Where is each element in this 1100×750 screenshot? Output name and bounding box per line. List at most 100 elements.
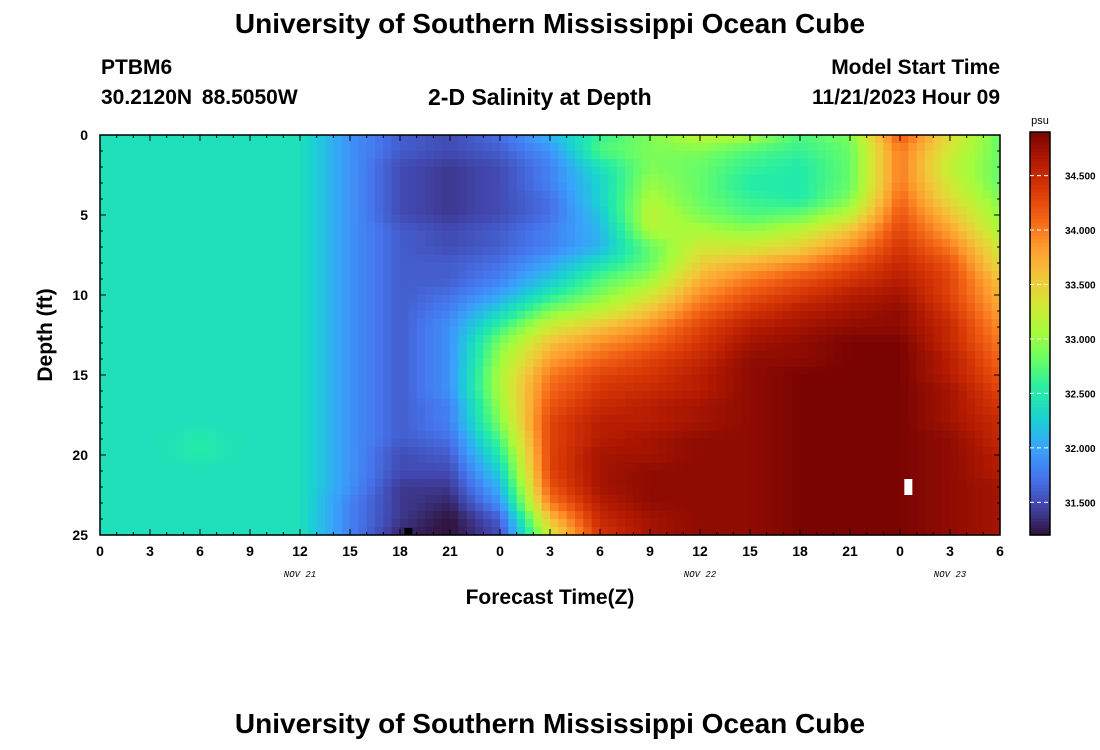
heatmap-cell — [191, 263, 201, 272]
heatmap-cell — [850, 343, 859, 352]
heatmap-cell — [866, 183, 876, 192]
heatmap-cell — [825, 191, 834, 200]
heatmap-cell — [425, 135, 434, 144]
heatmap-cell — [208, 143, 218, 152]
heatmap-cell — [891, 271, 901, 280]
heatmap-cell — [200, 503, 209, 512]
heatmap-cell — [975, 199, 984, 208]
heatmap-cell — [133, 351, 143, 360]
heatmap-cell — [683, 239, 693, 248]
heatmap-cell — [633, 207, 643, 216]
heatmap-cell — [750, 191, 759, 200]
heatmap-cell — [566, 367, 576, 376]
heatmap-cell — [433, 135, 443, 144]
heatmap-cell — [741, 239, 751, 248]
heatmap-cell — [616, 135, 626, 144]
heatmap-cell — [775, 159, 784, 168]
heatmap-cell — [941, 207, 951, 216]
heatmap-cell — [741, 423, 751, 432]
heatmap-cell — [600, 207, 609, 216]
heatmap-cell — [833, 295, 843, 304]
heatmap-cell — [516, 287, 526, 296]
heatmap-cell — [216, 191, 226, 200]
heatmap-cell — [975, 407, 984, 416]
heatmap-cell — [475, 359, 484, 368]
heatmap-cell — [341, 303, 351, 312]
heatmap-cell — [758, 247, 768, 256]
heatmap-cell — [508, 151, 518, 160]
heatmap-cell — [500, 239, 509, 248]
heatmap-cell — [175, 455, 184, 464]
heatmap-cell — [550, 447, 559, 456]
heatmap-cell — [625, 367, 634, 376]
heatmap-cell — [475, 399, 484, 408]
heatmap-cell — [658, 159, 668, 168]
heatmap-cell — [550, 215, 559, 224]
heatmap-cell — [833, 159, 843, 168]
heatmap-cell — [816, 167, 826, 176]
heatmap-cell — [800, 495, 809, 504]
heatmap-cell — [258, 327, 268, 336]
heatmap-cell — [408, 215, 418, 224]
heatmap-cell — [858, 263, 868, 272]
heatmap-cell — [925, 399, 934, 408]
heatmap-cell — [333, 471, 343, 480]
heatmap-cell — [983, 311, 993, 320]
heatmap-cell — [691, 391, 701, 400]
heatmap-cell — [366, 351, 376, 360]
heatmap-cell — [591, 423, 601, 432]
heatmap-cell — [166, 167, 176, 176]
heatmap-cell — [866, 343, 876, 352]
heatmap-cell — [516, 319, 526, 328]
heatmap-cell — [833, 175, 843, 184]
heatmap-cell — [725, 247, 734, 256]
heatmap-cell — [350, 375, 359, 384]
heatmap-cell — [633, 143, 643, 152]
heatmap-cell — [591, 383, 601, 392]
heatmap-cell — [866, 391, 876, 400]
heatmap-cell — [791, 327, 801, 336]
heatmap-cell — [533, 215, 543, 224]
heatmap-cell — [208, 415, 218, 424]
heatmap-cell — [125, 239, 134, 248]
heatmap-cell — [641, 239, 651, 248]
heatmap-cell — [966, 447, 976, 456]
heatmap-cell — [816, 207, 826, 216]
heatmap-cell — [391, 415, 401, 424]
heatmap-cell — [150, 207, 159, 216]
heatmap-cell — [500, 215, 509, 224]
heatmap-cell — [341, 383, 351, 392]
heatmap-cell — [900, 199, 909, 208]
heatmap-cell — [750, 135, 759, 144]
heatmap-cell — [283, 271, 293, 280]
heatmap-cell — [341, 431, 351, 440]
heatmap-cell — [841, 135, 851, 144]
heatmap-cell — [275, 223, 284, 232]
heatmap-cell — [558, 167, 568, 176]
heatmap-cell — [391, 255, 401, 264]
heatmap-cell — [866, 487, 876, 496]
heatmap-cell — [500, 143, 509, 152]
heatmap-cell — [691, 463, 701, 472]
heatmap-cell — [891, 215, 901, 224]
heatmap-cell — [291, 359, 301, 368]
heatmap-cell — [800, 399, 809, 408]
heatmap-cell — [775, 231, 784, 240]
heatmap-cell — [458, 135, 468, 144]
heatmap-cell — [916, 207, 926, 216]
heatmap-cell — [800, 375, 809, 384]
heatmap-cell — [375, 303, 384, 312]
heatmap-cell — [983, 479, 993, 488]
heatmap-cell — [650, 135, 659, 144]
heatmap-cell — [483, 447, 493, 456]
heatmap-cell — [266, 327, 276, 336]
heatmap-cell — [583, 359, 593, 368]
heatmap-cell — [341, 287, 351, 296]
heatmap-cell — [575, 279, 584, 288]
heatmap-cell — [466, 167, 476, 176]
heatmap-cell — [958, 415, 968, 424]
heatmap-cell — [675, 175, 684, 184]
heatmap-cell — [941, 351, 951, 360]
heatmap-cell — [808, 231, 818, 240]
heatmap-cell — [250, 495, 259, 504]
